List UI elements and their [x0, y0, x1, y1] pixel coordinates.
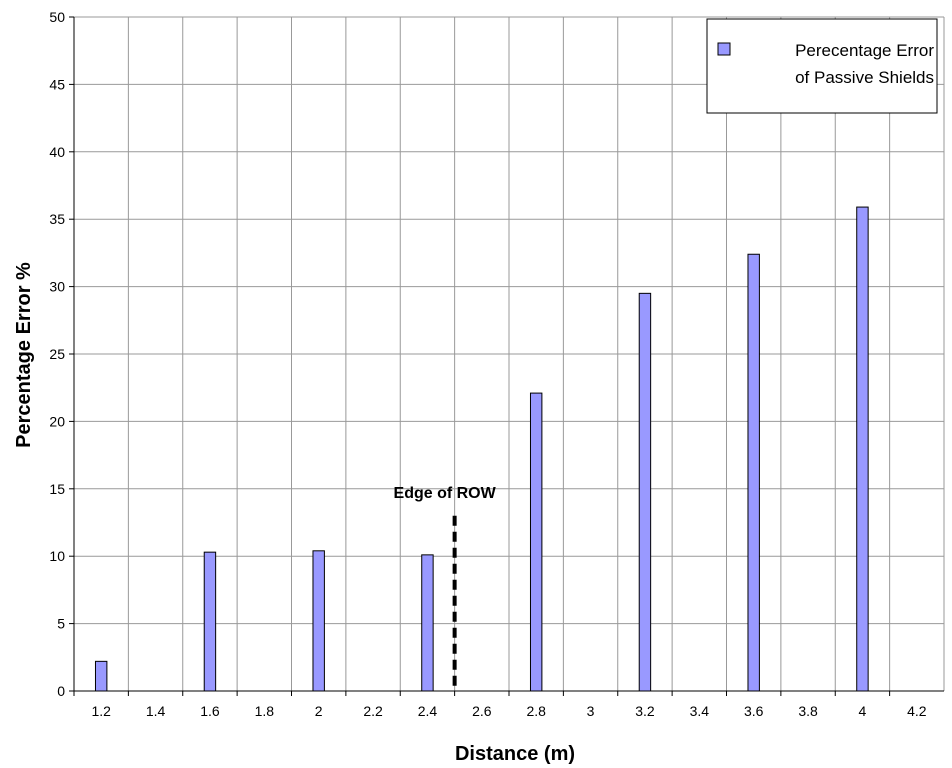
x-tick-label: 4.2 — [907, 703, 927, 719]
x-tick-label: 1.6 — [200, 703, 220, 719]
legend: Perecentage Error of Passive Shields — [706, 18, 938, 114]
edge-of-row-annotation: Edge of ROW — [394, 485, 497, 691]
x-axis-title: Distance (m) — [455, 743, 575, 765]
x-tick-label: 2 — [315, 703, 323, 719]
bar-4 — [856, 206, 869, 692]
legend-box — [706, 18, 938, 114]
y-tick-label: 10 — [49, 548, 65, 564]
y-tick-label: 35 — [49, 211, 65, 227]
gridlines — [74, 16, 945, 691]
x-tick-label: 4 — [859, 703, 867, 719]
y-tick-labels: 0 5 10 15 20 25 30 35 40 45 50 — [49, 9, 65, 699]
x-tick-label: 3.4 — [690, 703, 710, 719]
x-tick-labels: 1.2 1.4 1.6 1.8 2 2.2 2.4 2.6 2.8 3 3.2 3.4 3.6 3.8 4 4… — [91, 703, 926, 719]
y-tick-label: 15 — [49, 481, 65, 497]
x-tick-label: 3.8 — [798, 703, 818, 719]
y-tick-label: 5 — [57, 616, 65, 632]
axes — [69, 16, 944, 696]
x-tick-label: 2.6 — [472, 703, 492, 719]
bar-1-6 — [203, 551, 217, 692]
x-tick-label: 1.4 — [146, 703, 166, 719]
bar-2 — [312, 550, 325, 692]
x-tick-label: 1.2 — [91, 703, 111, 719]
bar-1-2 — [94, 660, 108, 692]
y-tick-label: 30 — [49, 279, 65, 295]
bars — [94, 206, 869, 692]
x-tick-label: 3.6 — [744, 703, 764, 719]
x-tick-label: 1.8 — [255, 703, 275, 719]
x-tick-label: 2.4 — [418, 703, 438, 719]
bar-2-8 — [529, 392, 543, 692]
x-tick-label: 2.2 — [363, 703, 383, 719]
y-tick-label: 50 — [49, 9, 65, 25]
x-tick-label: 3.2 — [635, 703, 655, 719]
edge-of-row-label: Edge of ROW — [394, 485, 497, 502]
y-tick-label: 25 — [49, 346, 65, 362]
y-tick-label: 45 — [49, 76, 65, 92]
legend-swatch — [717, 42, 731, 56]
legend-label-line1: Perecentage Error — [795, 41, 934, 60]
bar-3-6 — [747, 253, 760, 692]
bar-2-4 — [421, 554, 434, 692]
y-tick-label: 0 — [57, 683, 65, 699]
x-tick-label: 3 — [587, 703, 595, 719]
y-axis-title: Percentage Error % — [13, 262, 35, 448]
y-tick-label: 20 — [49, 413, 65, 429]
y-tick-label: 40 — [49, 144, 65, 160]
bar-3-2 — [638, 292, 652, 692]
legend-label-line2: of Passive Shields — [795, 68, 934, 87]
x-tick-label: 2.8 — [526, 703, 546, 719]
